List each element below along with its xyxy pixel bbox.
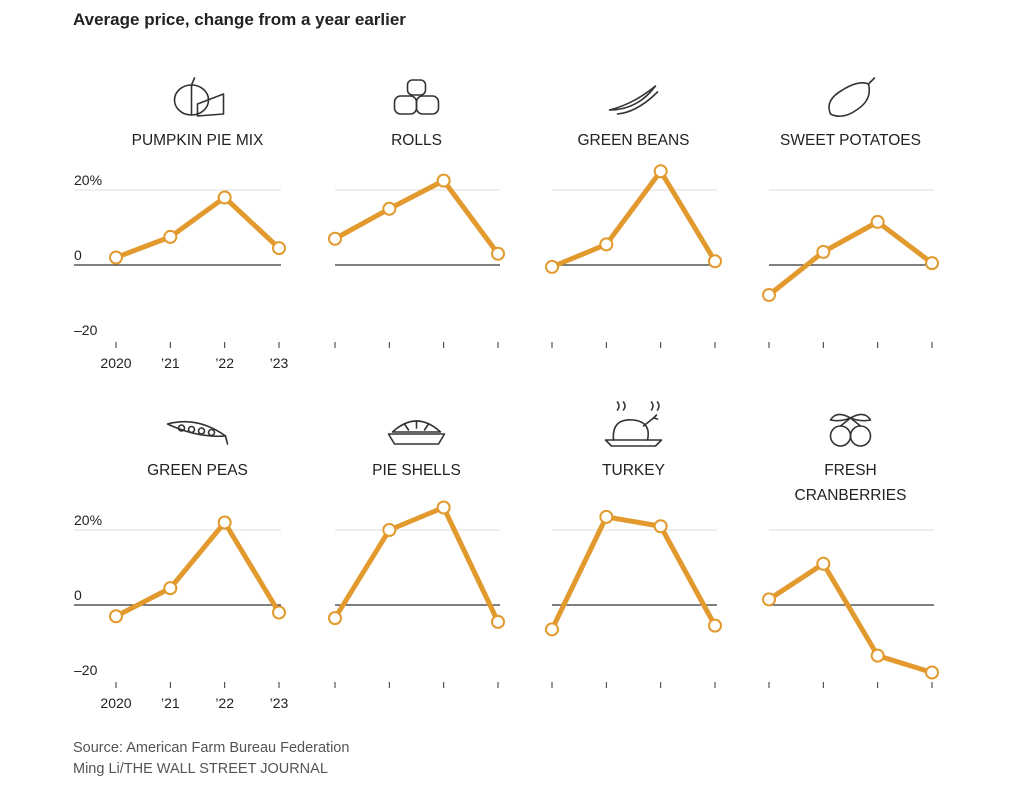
data-point [545,622,559,637]
data-point [762,288,776,302]
rolls-icon [393,79,440,115]
data-point [816,244,831,259]
data-point [163,581,178,596]
panel-title: SWEET POTATOES [780,132,921,149]
x-tick-label: ’22 [215,695,234,711]
pie-shells-icon [387,420,446,445]
data-point [109,250,123,265]
series-line [766,561,935,675]
data-point [217,190,232,205]
pumpkin-pie-icon [173,77,225,117]
data-point [491,614,505,629]
data-point [599,237,614,252]
data-point [925,665,939,680]
sweet-potato-icon [828,77,876,118]
x-tick-label: 2020 [100,355,131,371]
x-tick-label: ’22 [215,355,234,371]
x-tick-label: ’23 [270,695,289,711]
green-beans-icon [608,85,659,115]
panel-title: GREEN PEAS [147,462,248,479]
chart-title: Average price, change from a year earlie… [73,10,406,29]
data-point [491,246,505,261]
panel-pie-shells: PIE SHELLS [328,420,505,688]
panel-title: PUMPKIN PIE MIX [132,132,264,149]
data-point [272,241,286,256]
series-line [332,505,501,625]
panel-green-peas: GREEN PEAS 20% 0 –20 2020 ’21 ’22 ’23 [74,420,289,711]
panel-sweet-potatoes: SWEET POTATOES [762,77,939,348]
data-point [382,201,397,216]
series-line [113,520,282,619]
data-point [217,515,232,530]
panel-fresh-cranberries: FRESH CRANBERRIES [762,413,939,688]
panel-title: CRANBERRIES [795,487,907,504]
cranberries-icon [829,413,872,447]
credit-note: Ming Li/THE WALL STREET JOURNAL [73,761,328,777]
series-line [549,514,718,632]
y-tick-label: 20% [74,172,102,188]
data-point [816,556,831,571]
source-note: Source: American Farm Bureau Federation [73,740,350,756]
x-tick-label: ’21 [161,355,180,371]
data-point [436,173,451,188]
data-point [925,256,939,271]
turkey-icon [604,401,663,447]
y-tick-label: 20% [74,512,102,528]
data-point [870,214,885,229]
series-line [113,195,282,260]
panel-pumpkin-pie-mix: PUMPKIN PIE MIX 20% 0 –20 2020 ’21 ’22 ’23 [74,77,289,371]
data-point [328,611,342,626]
data-point [708,254,722,269]
data-point [545,259,559,274]
panel-title: GREEN BEANS [578,132,690,149]
data-point [762,592,776,607]
x-tick-label: 2020 [100,695,131,711]
panel-title: ROLLS [391,132,442,149]
x-tick-label: ’21 [161,695,180,711]
data-point [870,648,885,663]
y-tick-label: 0 [74,587,82,603]
x-tick-label: ’23 [270,355,289,371]
panel-turkey: TURKEY [545,401,722,688]
data-point [163,229,178,244]
series-line [549,168,718,270]
data-point [653,164,668,179]
series-line [332,178,501,257]
data-point [708,618,722,633]
series-line [766,219,935,298]
panel-rolls: ROLLS [328,79,505,348]
panel-title: TURKEY [602,462,665,479]
data-point [436,500,451,515]
data-point [328,231,342,246]
panel-title: PIE SHELLS [372,462,461,479]
green-peas-icon [166,420,229,445]
data-point [382,523,397,537]
data-point [272,605,286,620]
data-point [109,609,123,624]
data-point [599,509,614,524]
data-point [653,519,668,534]
panel-green-beans: GREEN BEANS [545,85,722,348]
y-tick-label: –20 [74,662,98,678]
y-tick-label: –20 [74,322,98,338]
y-tick-label: 0 [74,247,82,263]
panel-title: FRESH [824,462,877,479]
